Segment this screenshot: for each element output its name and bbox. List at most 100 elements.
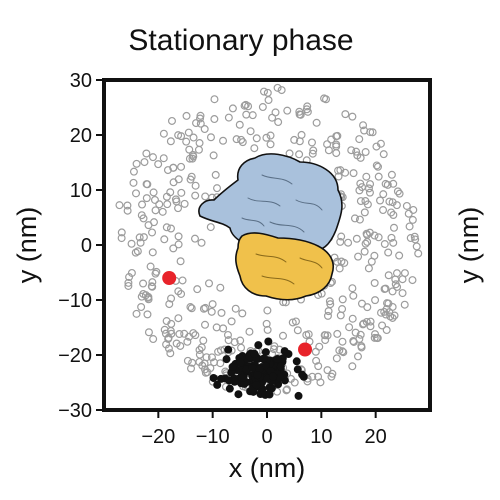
open-point [356, 153, 365, 162]
open-point [143, 310, 152, 319]
open-point [177, 162, 186, 171]
open-point [151, 206, 160, 215]
open-point [162, 192, 171, 201]
open-point [332, 354, 341, 363]
open-point [366, 317, 375, 326]
open-point [227, 317, 236, 326]
open-point [290, 135, 299, 144]
open-point [389, 210, 398, 219]
y-tick-label: −30 [58, 400, 92, 422]
open-point [356, 330, 365, 339]
open-point [183, 356, 192, 365]
open-point [191, 181, 200, 190]
open-point [349, 337, 358, 346]
open-point [180, 199, 189, 208]
open-point [162, 223, 171, 232]
y-tick-label: 10 [70, 180, 92, 202]
open-point [370, 278, 379, 287]
black-point [298, 370, 307, 379]
black-point [250, 349, 259, 358]
open-point [357, 299, 366, 308]
black-point [293, 365, 302, 374]
open-point [211, 170, 220, 179]
open-point [184, 128, 193, 137]
open-point [293, 326, 302, 335]
open-point [323, 366, 332, 375]
black-point [228, 362, 237, 371]
open-point [199, 304, 208, 313]
y-tick-label: −10 [58, 290, 92, 312]
plot-frame [102, 78, 432, 412]
open-point [409, 205, 418, 214]
open-point [332, 140, 341, 149]
yellow-subunit-shape [235, 232, 334, 301]
open-point [378, 321, 387, 330]
open-point [379, 150, 388, 159]
open-point [210, 115, 219, 124]
open-point [363, 200, 372, 209]
open-point [149, 188, 158, 197]
open-point [151, 269, 160, 278]
black-point [238, 373, 247, 382]
open-point [190, 234, 199, 243]
open-point [297, 130, 306, 139]
open-point [366, 322, 375, 331]
open-point [174, 314, 183, 323]
open-point [348, 112, 357, 121]
open-point [176, 341, 185, 350]
open-point [155, 200, 164, 209]
open-point [202, 353, 211, 362]
open-point [131, 248, 140, 257]
open-point [282, 386, 291, 395]
open-point [207, 353, 216, 362]
open-point [336, 311, 345, 320]
y-axis-label: y (nm) [12, 207, 42, 284]
axis-ticks: −20 −10 0 10 20 −30 −20 −10 0 10 20 30 [58, 70, 387, 448]
open-point [296, 110, 305, 119]
open-point [212, 323, 221, 332]
open-point [366, 180, 375, 189]
open-point [174, 287, 183, 296]
open-point [347, 146, 356, 155]
open-point [235, 120, 244, 129]
open-point [182, 137, 191, 146]
open-point [355, 135, 364, 144]
open-point [176, 257, 185, 266]
black-point [276, 362, 285, 371]
open-point [389, 179, 398, 188]
open-point [390, 311, 399, 320]
black-point [294, 391, 303, 400]
open-point [348, 314, 357, 323]
open-point [387, 208, 396, 217]
open-point [388, 287, 397, 296]
open-point [376, 139, 385, 148]
open-point [160, 235, 169, 244]
open-point [412, 242, 421, 251]
red-point [162, 271, 177, 285]
open-point [348, 362, 357, 371]
open-point [351, 328, 360, 337]
open-point [414, 249, 423, 258]
open-point [395, 251, 404, 260]
open-point [338, 337, 347, 346]
open-point [360, 247, 369, 256]
open-point [143, 180, 152, 189]
open-point [201, 368, 210, 377]
open-point [219, 324, 228, 333]
open-point [189, 152, 198, 161]
open-point [400, 300, 409, 309]
open-point [242, 110, 251, 119]
open-point [232, 135, 241, 144]
open-point [338, 295, 347, 304]
open-point [398, 289, 407, 298]
open-point [264, 96, 273, 105]
open-point [196, 111, 205, 120]
y-tick-label: −20 [58, 345, 92, 367]
open-point [408, 215, 417, 224]
open-point [188, 358, 197, 367]
black-point [213, 380, 222, 389]
open-point [148, 282, 157, 291]
black-point [224, 345, 233, 354]
black-point [236, 358, 245, 367]
open-point [334, 172, 343, 181]
